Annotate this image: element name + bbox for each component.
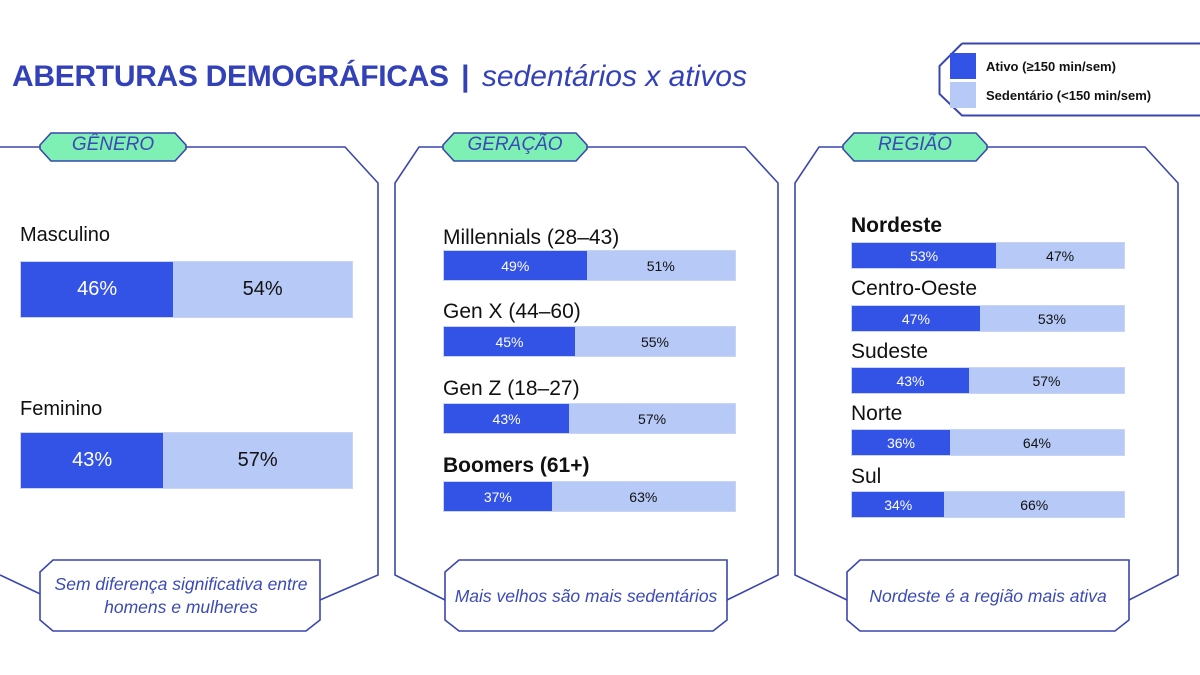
category-label: Masculino [20,224,111,246]
bar-segment-sedentario: 53% [979,306,1124,331]
stacked-bar: 53% 47% [851,242,1125,269]
page-subtitle: sedentários x ativos [481,60,747,93]
bar-segment-ativo: 53% [852,243,997,268]
legend-label-ativo: Ativo (≥150 min/sem) [986,58,1116,74]
bar-segment-ativo: 49% [444,251,587,280]
stacked-bar: 43% 57% [20,432,353,489]
page-title: ABERTURAS DEMOGRÁFICAS | sedentários x a… [12,60,747,94]
stacked-bar: 43% 57% [443,403,736,434]
category-label: Gen Z (18–27) [443,377,580,400]
category-label: Sudeste [851,340,929,363]
legend-swatch-ativo [950,53,976,79]
panel-tag-geracao: GERAÇÃO [467,134,563,155]
category-label: Sul [851,465,882,488]
panel-geracao: GERAÇÃO Mais velhos são mais sedentários… [394,130,780,645]
legend-item-ativo: Ativo (≥150 min/sem) [950,53,1116,79]
panel-frame [794,132,1179,632]
legend-swatch-sedentario [950,82,976,108]
category-label: Nordeste [851,214,943,237]
bar-segment-sedentario: 57% [968,368,1124,393]
bar-segment-sedentario: 51% [586,251,735,280]
category-label: Gen X (44–60) [443,300,581,323]
bar-segment-sedentario: 57% [163,433,352,488]
category-label: Norte [851,402,903,425]
category-label: Centro-Oeste [851,277,978,300]
bar-segment-ativo: 36% [852,430,950,455]
stacked-bar: 36% 64% [851,429,1125,456]
panel-frame [0,132,379,632]
bar-segment-ativo: 37% [444,482,552,511]
bar-segment-sedentario: 63% [551,482,735,511]
title-separator: | [461,60,470,93]
stacked-bar: 47% 53% [851,305,1125,332]
bar-segment-sedentario: 55% [574,327,735,356]
stacked-bar: 37% 63% [443,481,736,512]
bar-segment-ativo: 45% [444,327,575,356]
panel-note-genero: Sem diferença significativa entre homens… [54,574,308,617]
panel-genero: GÊNERO Sem diferença significativa entre… [0,130,385,645]
panel-note-geracao: Mais velhos são mais sedentários [454,585,718,606]
bar-segment-ativo: 46% [21,262,174,317]
panel-tag-genero: GÊNERO [71,134,155,155]
bar-segment-sedentario: 47% [996,243,1124,268]
legend-item-sedentario: Sedentário (<150 min/sem) [950,82,1151,108]
stacked-bar: 49% 51% [443,250,736,281]
stacked-bar: 46% 54% [20,261,353,318]
bar-segment-ativo: 43% [444,404,570,433]
page-title-main: ABERTURAS DEMOGRÁFICAS [12,60,449,93]
chart-legend: Ativo (≥150 min/sem) Sedentário (<150 mi… [938,42,1200,117]
bar-segment-sedentario: 66% [944,492,1124,517]
panel-note-regiao: Nordeste é a região mais ativa [869,585,1107,606]
bar-segment-sedentario: 54% [173,262,352,317]
stacked-bar: 34% 66% [851,491,1125,518]
bar-segment-ativo: 34% [852,492,945,517]
bar-segment-ativo: 47% [852,306,980,331]
category-label: Feminino [20,398,103,420]
bar-segment-ativo: 43% [852,368,969,393]
panel-tag-regiao: REGIÃO [878,134,952,155]
bar-segment-sedentario: 57% [569,404,735,433]
panel-regiao: REGIÃO Nordeste é a região mais ativa No… [794,130,1180,645]
stacked-bar: 43% 57% [851,367,1125,394]
stacked-bar: 45% 55% [443,326,736,357]
category-label: Millennials (28–43) [443,226,620,249]
legend-label-sedentario: Sedentário (<150 min/sem) [986,87,1152,103]
category-label: Boomers (61+) [443,454,590,477]
bar-segment-sedentario: 64% [949,430,1124,455]
legend-frame [938,42,1200,117]
bar-segment-ativo: 43% [21,433,164,488]
panel-frame [394,132,779,632]
